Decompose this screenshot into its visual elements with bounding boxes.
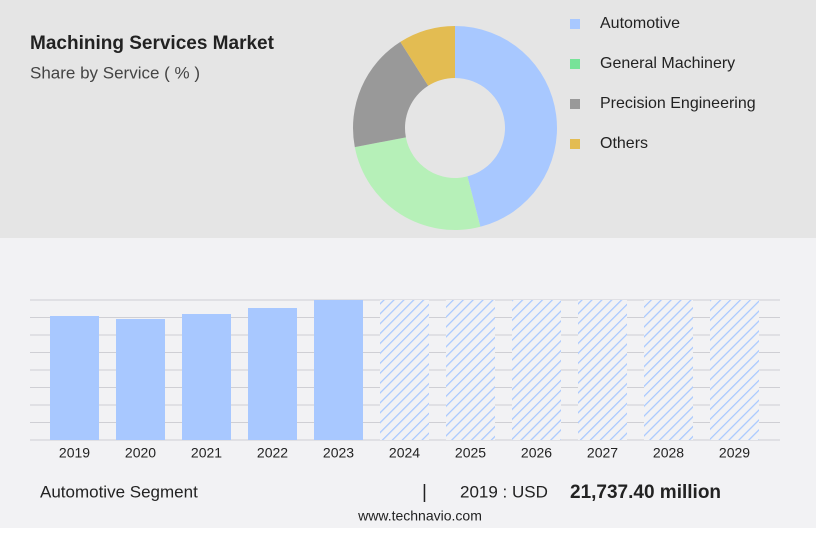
x-tick-label: 2027: [587, 445, 618, 461]
legend-swatch: [570, 99, 580, 109]
legend-swatch: [570, 139, 580, 149]
donut-slice: [354, 137, 481, 230]
x-tick-label: 2024: [389, 445, 420, 461]
legend-label: Precision Engineering: [600, 95, 756, 112]
footer-value: 21,737.40 million: [570, 482, 721, 503]
forecast-placeholder: [380, 300, 429, 440]
footer-segment: Automotive Segment: [40, 482, 198, 501]
website: www.technavio.com: [357, 508, 482, 524]
legend-label: Automotive: [600, 15, 680, 32]
bar: [50, 316, 99, 440]
x-tick-label: 2020: [125, 445, 156, 461]
x-tick-label: 2019: [59, 445, 90, 461]
x-tick-label: 2029: [719, 445, 750, 461]
x-tick-label: 2022: [257, 445, 288, 461]
donut-slice: [455, 26, 557, 227]
bar: [182, 314, 231, 440]
forecast-placeholder: [512, 300, 561, 440]
forecast-placeholder: [446, 300, 495, 440]
x-tick-label: 2026: [521, 445, 552, 461]
legend-swatch: [570, 19, 580, 29]
footer-year: 2019 : USD: [460, 482, 548, 501]
bar: [116, 319, 165, 440]
footer-separator: |: [422, 482, 427, 503]
donut-slice: [353, 41, 429, 148]
legend-label: General Machinery: [600, 55, 735, 72]
legend-label: Others: [600, 135, 648, 152]
bar: [314, 300, 363, 440]
forecast-placeholder: [710, 300, 759, 440]
x-tick-label: 2025: [455, 445, 486, 461]
x-tick-label: 2028: [653, 445, 684, 461]
x-tick-label: 2021: [191, 445, 222, 461]
legend-swatch: [570, 59, 580, 69]
x-tick-label: 2023: [323, 445, 354, 461]
donut-slice: [400, 26, 455, 86]
bar: [248, 308, 297, 440]
chart-subtitle: Share by Service ( % ): [30, 63, 200, 82]
forecast-placeholder: [578, 300, 627, 440]
forecast-placeholder: [644, 300, 693, 440]
chart-title: Machining Services Market: [30, 33, 275, 54]
